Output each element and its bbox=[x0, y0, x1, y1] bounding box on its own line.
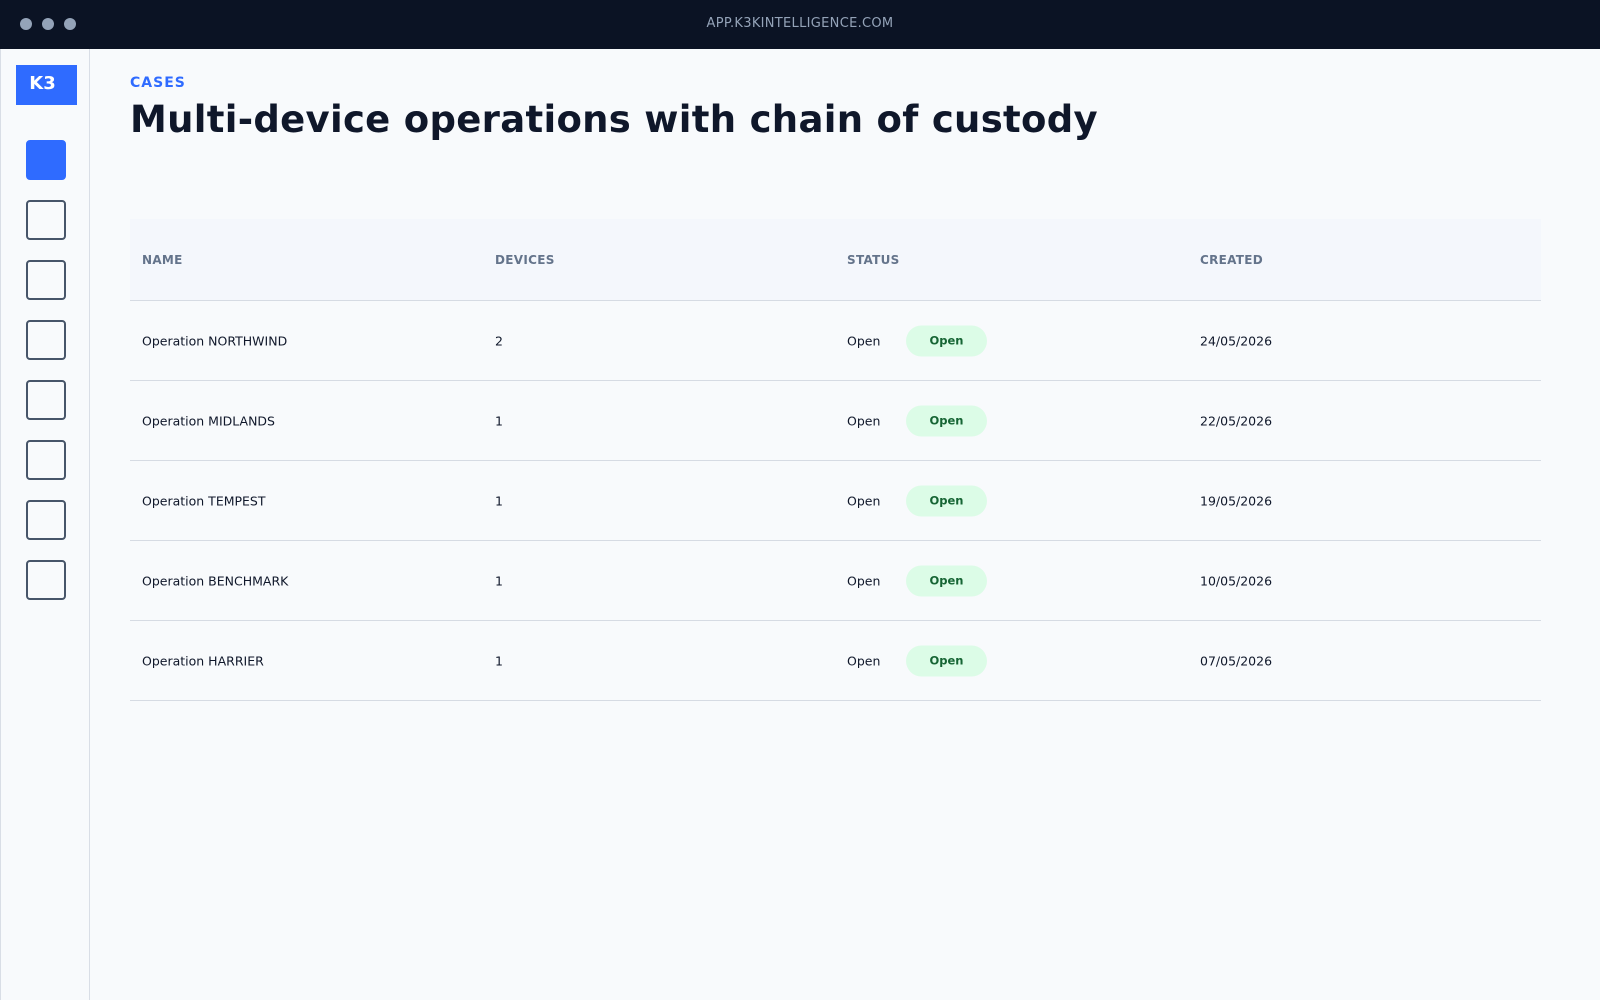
status-badge: Open bbox=[906, 565, 987, 596]
created-date: 07/05/2026 bbox=[1200, 653, 1273, 668]
status-badge: Open bbox=[906, 645, 987, 676]
table-row[interactable]: Operation HARRIER 1 Open Open 07/05/2026 bbox=[130, 621, 1541, 701]
nav-item[interactable] bbox=[26, 140, 66, 180]
cases-table: NAME DEVICES STATUS CREATED Operation NORTHW… bbox=[130, 219, 1541, 701]
table-row[interactable]: Operation MIDLANDS 1 Open Open 22/05/2026 bbox=[130, 381, 1541, 461]
status-text: Open bbox=[847, 413, 881, 428]
nav-item[interactable] bbox=[26, 560, 66, 600]
nav-item[interactable] bbox=[26, 260, 66, 300]
device-count: 2 bbox=[495, 333, 503, 348]
nav-item[interactable] bbox=[26, 440, 66, 480]
column-header[interactable]: DEVICES bbox=[495, 252, 555, 267]
table-row[interactable]: Operation NORTHWIND 2 Open Open 24/05/2026 bbox=[130, 301, 1541, 381]
browser-bar: APP.K3KINTELLIGENCE.COM bbox=[0, 0, 1600, 49]
nav-item[interactable] bbox=[26, 500, 66, 540]
window-dot[interactable] bbox=[64, 18, 76, 30]
device-count: 1 bbox=[495, 493, 503, 508]
logo[interactable]: K3 bbox=[16, 65, 77, 105]
column-header[interactable]: CREATED bbox=[1200, 252, 1264, 267]
status-text: Open bbox=[847, 653, 881, 668]
created-date: 22/05/2026 bbox=[1200, 413, 1273, 428]
table-header: NAME DEVICES STATUS CREATED bbox=[130, 219, 1541, 301]
nav-item[interactable] bbox=[26, 320, 66, 360]
status-text: Open bbox=[847, 333, 881, 348]
window-dot[interactable] bbox=[42, 18, 54, 30]
page-title: Multi-device operations with chain of cu… bbox=[130, 98, 1098, 141]
created-date: 24/05/2026 bbox=[1200, 333, 1273, 348]
nav-item[interactable] bbox=[26, 200, 66, 240]
case-name: Operation BENCHMARK bbox=[142, 573, 289, 588]
case-name: Operation MIDLANDS bbox=[142, 413, 275, 428]
device-count: 1 bbox=[495, 413, 503, 428]
table-row[interactable]: Operation TEMPEST 1 Open Open 19/05/2026 bbox=[130, 461, 1541, 541]
case-name: Operation NORTHWIND bbox=[142, 333, 288, 348]
case-name: Operation TEMPEST bbox=[142, 493, 266, 508]
created-date: 19/05/2026 bbox=[1200, 493, 1273, 508]
device-count: 1 bbox=[495, 573, 503, 588]
device-count: 1 bbox=[495, 653, 503, 668]
column-header[interactable]: STATUS bbox=[847, 252, 900, 267]
status-text: Open bbox=[847, 493, 881, 508]
window-dot[interactable] bbox=[20, 18, 32, 30]
status-badge: Open bbox=[906, 325, 987, 356]
status-text: Open bbox=[847, 573, 881, 588]
sidebar: K3 bbox=[0, 49, 90, 1000]
status-badge: Open bbox=[906, 485, 987, 516]
table-row[interactable]: Operation BENCHMARK 1 Open Open 10/05/2026 bbox=[130, 541, 1541, 621]
section-label: CASES bbox=[130, 75, 186, 91]
case-name: Operation HARRIER bbox=[142, 653, 264, 668]
column-header[interactable]: NAME bbox=[142, 252, 183, 267]
url: APP.K3KINTELLIGENCE.COM bbox=[706, 16, 894, 31]
status-badge: Open bbox=[906, 405, 987, 436]
nav-item[interactable] bbox=[26, 380, 66, 420]
created-date: 10/05/2026 bbox=[1200, 573, 1273, 588]
